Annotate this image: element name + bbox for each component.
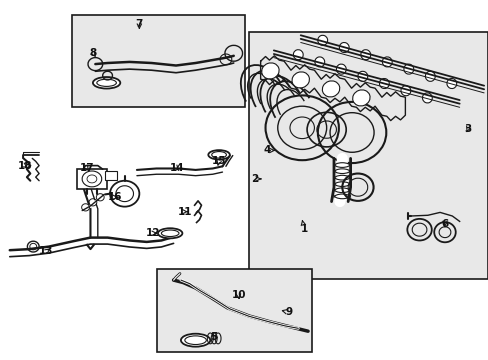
Text: 12: 12: [145, 228, 160, 238]
Bar: [77, 169, 106, 189]
Ellipse shape: [425, 71, 434, 81]
Text: 2: 2: [250, 174, 260, 184]
Bar: [72, 15, 245, 107]
Ellipse shape: [379, 78, 388, 89]
Ellipse shape: [291, 72, 309, 88]
Ellipse shape: [336, 64, 346, 74]
Ellipse shape: [422, 93, 431, 103]
Ellipse shape: [161, 230, 179, 237]
Text: 1: 1: [300, 221, 307, 234]
Text: 7: 7: [135, 19, 143, 30]
Text: 14: 14: [169, 163, 184, 174]
Text: 13: 13: [39, 246, 54, 256]
Ellipse shape: [93, 77, 120, 89]
Text: 8: 8: [89, 48, 96, 58]
Ellipse shape: [382, 57, 391, 67]
Ellipse shape: [400, 86, 410, 96]
Text: 6: 6: [441, 219, 447, 229]
Bar: [157, 269, 311, 352]
Text: 15: 15: [211, 156, 226, 166]
Text: 5: 5: [210, 332, 217, 342]
Ellipse shape: [181, 334, 210, 347]
Text: 10: 10: [231, 290, 245, 300]
Ellipse shape: [208, 150, 229, 159]
Text: 18: 18: [18, 161, 33, 171]
Bar: [105, 171, 117, 180]
Ellipse shape: [314, 57, 324, 67]
Ellipse shape: [97, 79, 116, 86]
Text: 3: 3: [464, 124, 470, 134]
Text: 17: 17: [80, 163, 94, 174]
Text: 9: 9: [282, 307, 292, 318]
Ellipse shape: [261, 63, 279, 79]
Text: 16: 16: [107, 192, 122, 202]
Ellipse shape: [352, 90, 369, 106]
Bar: [249, 32, 487, 279]
Ellipse shape: [293, 50, 303, 60]
Text: 4: 4: [263, 145, 274, 156]
Ellipse shape: [339, 42, 348, 53]
Ellipse shape: [158, 228, 182, 238]
Ellipse shape: [322, 81, 339, 97]
Ellipse shape: [446, 78, 456, 89]
Ellipse shape: [357, 71, 367, 81]
Ellipse shape: [403, 64, 413, 74]
Ellipse shape: [211, 152, 226, 158]
Ellipse shape: [184, 336, 206, 345]
Ellipse shape: [317, 35, 327, 45]
Text: 11: 11: [177, 207, 192, 217]
Ellipse shape: [360, 50, 370, 60]
